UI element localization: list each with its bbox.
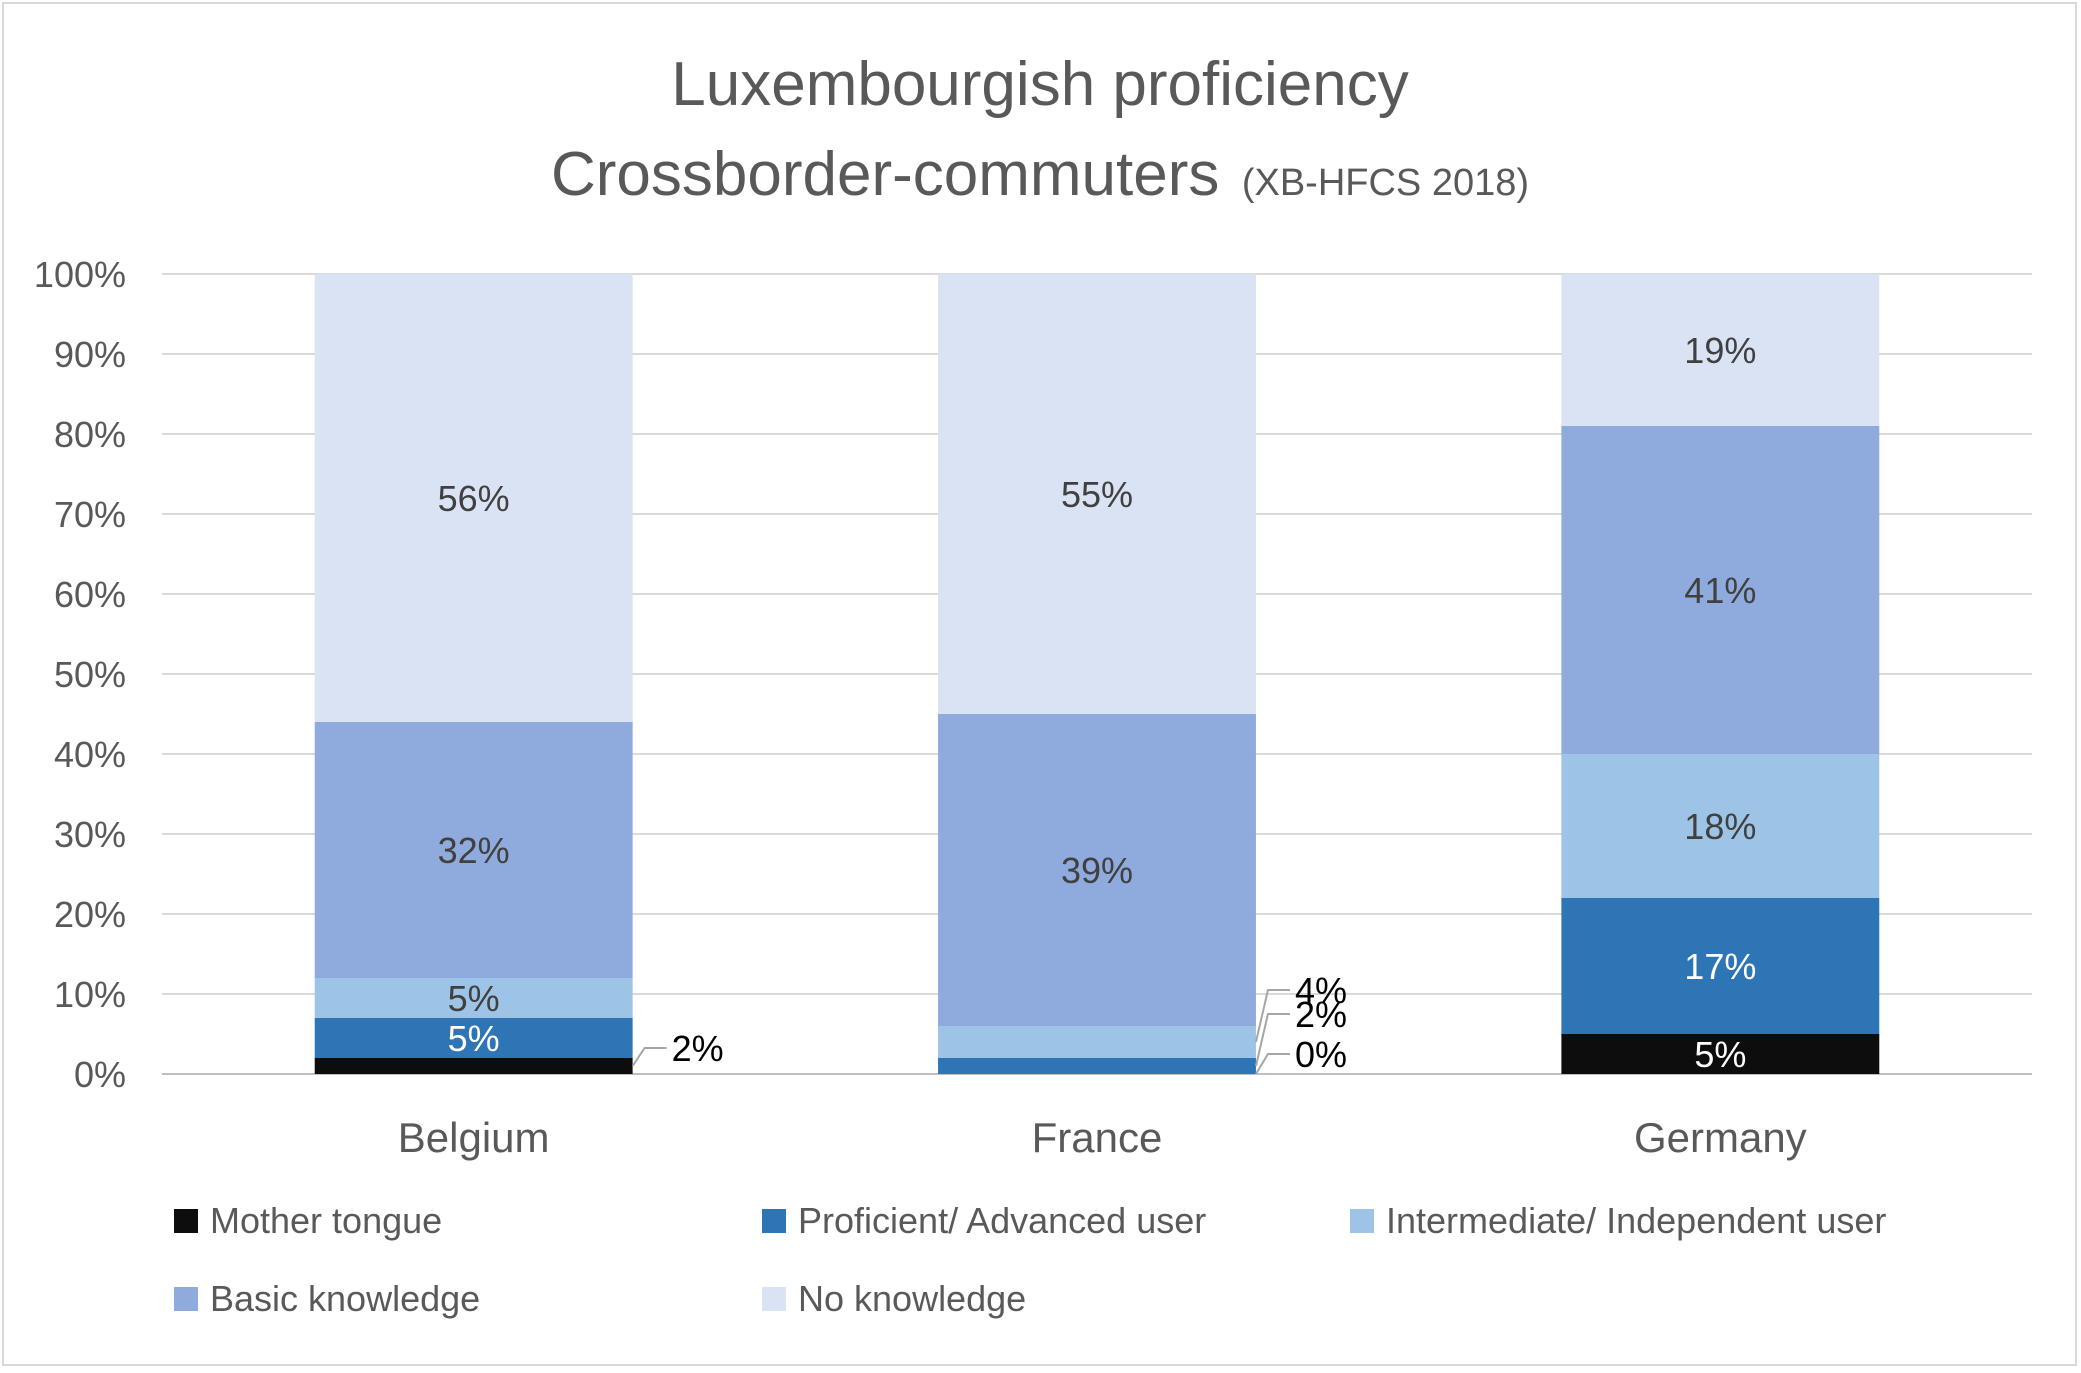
data-label: 56% — [438, 478, 510, 519]
legend-label: No knowledge — [798, 1278, 1026, 1319]
y-tick-label: 90% — [54, 334, 126, 375]
legend-label: Mother tongue — [210, 1200, 442, 1241]
legend-swatch — [762, 1209, 786, 1233]
y-tick-label: 10% — [54, 974, 126, 1015]
x-tick-label: Germany — [1634, 1114, 1807, 1161]
bars: 5%5%32%56%2%39%55%0%2%4%5%17%18%41%19% — [314, 274, 1880, 1075]
y-axis: 0% 10% 20% 30% 40% 50% 60% 70% 80% 90% 100% — [34, 254, 126, 1095]
data-label: 55% — [1061, 474, 1133, 515]
stacked-bar-chart: Luxembourgish proficiency Crossborder-co… — [34, 50, 2032, 1319]
y-tick-label: 70% — [54, 494, 126, 535]
y-tick-label: 40% — [54, 734, 126, 775]
data-label: 41% — [1684, 570, 1756, 611]
y-tick-label: 30% — [54, 814, 126, 855]
bar-segment — [938, 714, 1256, 1026]
data-label: 5% — [448, 1018, 500, 1059]
data-label-leader — [1255, 1053, 1290, 1075]
bar-segment — [938, 274, 1256, 714]
bar-segment — [314, 978, 633, 1018]
data-label: 5% — [1694, 1034, 1746, 1075]
legend-swatch — [174, 1287, 198, 1311]
y-tick-label: 0% — [74, 1054, 126, 1095]
data-label: 5% — [448, 978, 500, 1019]
y-tick-label: 100% — [34, 254, 126, 295]
chart-subtitle-note: (XB-HFCS 2018) — [1242, 162, 1529, 204]
bar-segment — [938, 1026, 1256, 1058]
chart-subtitle: Crossborder-commuters (XB-HFCS 2018) — [551, 140, 1529, 209]
x-tick-label: Belgium — [398, 1114, 550, 1161]
legend: Mother tongue Proficient/ Advanced user In… — [174, 1200, 1886, 1319]
legend-label: Intermediate/ Independent user — [1386, 1200, 1886, 1241]
data-label-leader — [631, 1047, 667, 1067]
y-tick-label: 50% — [54, 654, 126, 695]
data-label: 4% — [1295, 970, 1347, 1011]
bar-segment — [1561, 426, 1880, 754]
data-label: 17% — [1684, 946, 1756, 987]
bar-segment — [314, 722, 633, 978]
data-label: 0% — [1295, 1034, 1347, 1075]
x-tick-label: France — [1032, 1114, 1163, 1161]
bar-segment — [314, 274, 633, 722]
bar-segment — [1561, 754, 1880, 898]
bar-segment — [314, 1058, 633, 1074]
data-label: 32% — [438, 830, 510, 871]
x-axis: Belgium France Germany — [398, 1114, 1807, 1161]
data-label: 2% — [1295, 994, 1347, 1035]
data-label: 19% — [1684, 330, 1756, 371]
legend-swatch — [174, 1209, 198, 1233]
y-tick-label: 60% — [54, 574, 126, 615]
y-tick-label: 20% — [54, 894, 126, 935]
data-label-leader — [1254, 989, 1290, 1043]
bar-segment — [1561, 898, 1880, 1034]
chart-title: Luxembourgish proficiency — [671, 50, 1409, 119]
bar-segment — [1561, 274, 1880, 426]
data-label: 18% — [1684, 806, 1756, 847]
chart-subtitle-main: Crossborder-commuters — [551, 140, 1219, 209]
legend-label: Basic knowledge — [210, 1278, 480, 1319]
bar-segment — [938, 1058, 1256, 1074]
data-label: 2% — [672, 1028, 724, 1069]
bar-segment — [1561, 1034, 1880, 1074]
y-tick-label: 80% — [54, 414, 126, 455]
data-label: 39% — [1061, 850, 1133, 891]
legend-swatch — [762, 1287, 786, 1311]
data-label-leader — [1254, 1013, 1290, 1067]
legend-swatch — [1350, 1209, 1374, 1233]
bar-segment — [314, 1018, 633, 1058]
legend-label: Proficient/ Advanced user — [798, 1200, 1206, 1241]
